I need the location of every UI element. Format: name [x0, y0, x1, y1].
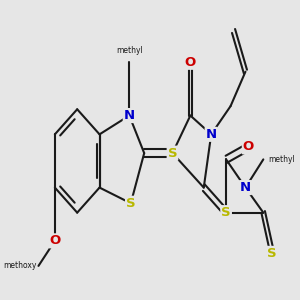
Text: N: N: [206, 128, 217, 141]
Text: S: S: [168, 147, 177, 160]
Text: S: S: [267, 247, 277, 260]
Text: methoxy: methoxy: [4, 261, 37, 270]
Text: N: N: [124, 109, 135, 122]
Text: S: S: [221, 206, 231, 219]
Text: methyl: methyl: [268, 155, 295, 164]
Text: methyl: methyl: [116, 46, 143, 55]
Text: O: O: [185, 56, 196, 69]
Text: S: S: [126, 197, 136, 210]
Text: O: O: [243, 140, 254, 153]
Text: N: N: [240, 181, 251, 194]
Text: O: O: [49, 234, 61, 247]
